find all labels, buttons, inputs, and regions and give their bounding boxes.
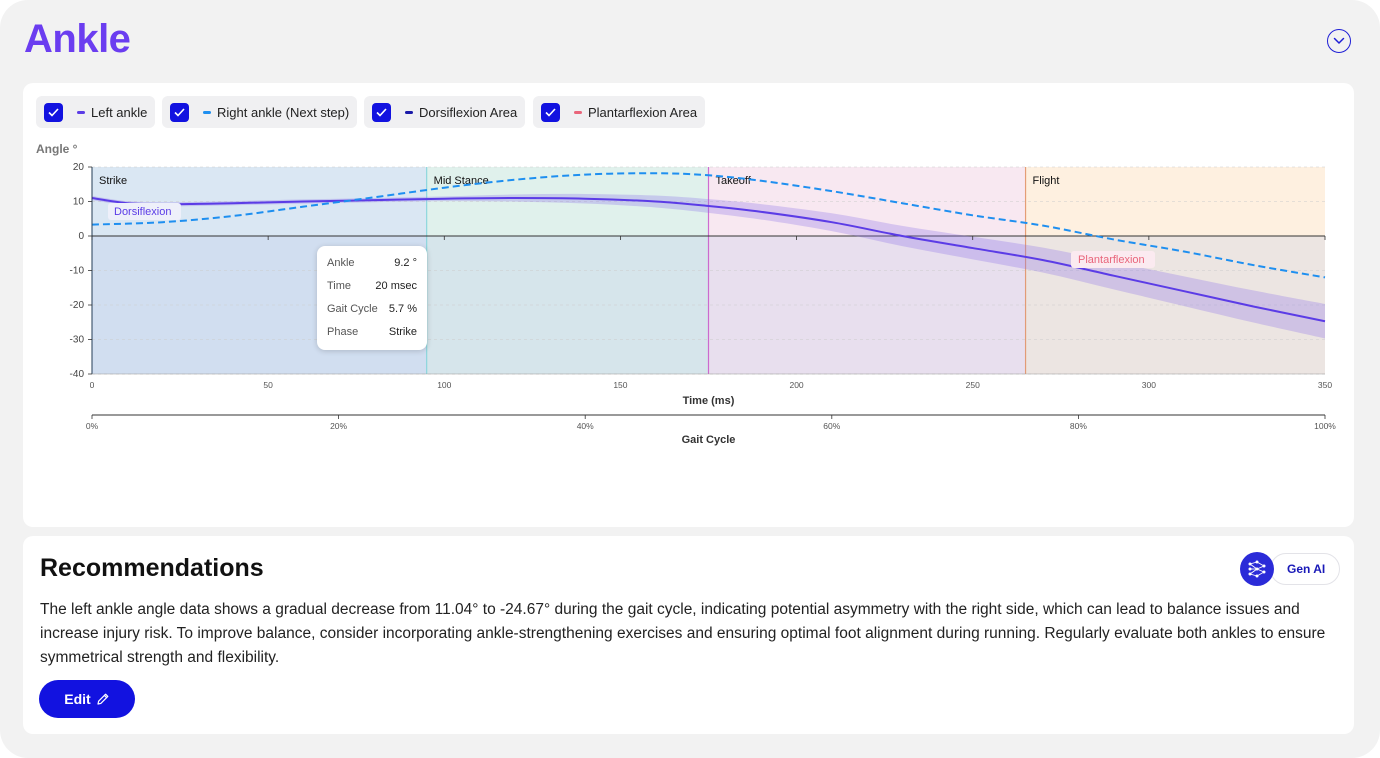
- tooltip-value: 20 msec: [375, 280, 417, 292]
- tooltip-row: Time 20 msec: [327, 280, 417, 292]
- neural-network-icon[interactable]: [1240, 552, 1274, 586]
- legend-plantarflexion-area[interactable]: Plantarflexion Area: [533, 96, 706, 128]
- legend-swatch: [203, 110, 211, 114]
- tooltip-row: Gait Cycle 5.7 %: [327, 303, 417, 315]
- legend-label: Left ankle: [91, 104, 148, 120]
- checkbox-checked-icon[interactable]: [541, 102, 560, 122]
- pencil-icon: [97, 693, 109, 705]
- y-tick-label: 20: [73, 162, 85, 173]
- tooltip-value: 9.2 °: [394, 257, 417, 269]
- recommendations-card: Recommendations Gen AI The: [23, 536, 1354, 734]
- checkbox-checked-icon[interactable]: [170, 102, 189, 122]
- phase-label: Mid Stance: [434, 175, 489, 187]
- x-tick-label: 50: [263, 380, 273, 390]
- y-tick-label: -10: [70, 266, 85, 277]
- phase-label: Strike: [99, 175, 127, 187]
- gait-tick-label: 0%: [86, 421, 99, 431]
- chart-card: Left ankle Right ankle (Next step) Dorsi…: [23, 83, 1354, 527]
- y-tick-label: 0: [78, 231, 84, 242]
- checkbox-checked-icon[interactable]: [372, 102, 391, 122]
- legend-label: Dorsiflexion Area: [419, 104, 518, 120]
- x-tick-label: 300: [1142, 380, 1156, 390]
- page-title: Ankle: [24, 17, 131, 61]
- collapse-button[interactable]: [1327, 29, 1351, 53]
- legend-swatch: [405, 110, 413, 114]
- phase-label: Flight: [1033, 175, 1060, 187]
- y-tick-label: 10: [73, 197, 85, 208]
- recommendations-text: The left ankle angle data shows a gradua…: [40, 601, 1326, 666]
- tooltip-label: Gait Cycle: [327, 303, 378, 315]
- gait-axis-title: Gait Cycle: [682, 434, 736, 446]
- left-ankle-line: [91, 197, 1326, 323]
- gen-ai-control[interactable]: Gen AI: [1240, 552, 1341, 586]
- x-axis-title: Time (ms): [683, 395, 735, 407]
- legend-right-ankle[interactable]: Right ankle (Next step): [162, 96, 358, 128]
- x-tick-label: 0: [90, 380, 95, 390]
- y-axis-title: Angle °: [36, 142, 78, 156]
- legend-left-ankle[interactable]: Left ankle: [36, 96, 156, 128]
- dorsiflexion-label: Dorsiflexion: [114, 206, 171, 218]
- gen-ai-button[interactable]: Gen AI: [1270, 553, 1341, 585]
- tooltip-row: Ankle 9.2 °: [327, 257, 417, 269]
- chart-tooltip: Ankle 9.2 ° Time 20 msec Gait Cycle 5.7 …: [317, 246, 427, 350]
- chevron-down-icon: [1333, 37, 1345, 45]
- tooltip-row: Phase Strike: [327, 326, 417, 338]
- tooltip-label: Phase: [327, 326, 359, 338]
- gait-tick-label: 40%: [577, 421, 594, 431]
- x-tick-label: 200: [789, 380, 803, 390]
- gait-tick-label: 60%: [823, 421, 840, 431]
- gait-tick-label: 100%: [1314, 421, 1336, 431]
- x-tick-label: 350: [1318, 380, 1332, 390]
- right-ankle-line: [91, 172, 1326, 279]
- gait-tick-label: 20%: [330, 421, 347, 431]
- legend-swatch: [574, 110, 582, 114]
- y-tick-label: -40: [70, 369, 85, 380]
- edit-label: Edit: [64, 691, 91, 707]
- tooltip-value: 5.7 %: [388, 303, 417, 315]
- tooltip-label: Ankle: [327, 257, 355, 269]
- y-tick-label: -30: [70, 335, 85, 346]
- recommendations-title: Recommendations: [40, 554, 264, 582]
- ankle-angle-chart[interactable]: Strike Mid Stance Takeoff Flight20100-10-20…: [23, 83, 1354, 527]
- plantarflexion-label: Plantarflexion: [1078, 254, 1145, 266]
- legend-swatch: [77, 110, 85, 114]
- gait-tick-label: 80%: [1070, 421, 1087, 431]
- checkbox-checked-icon[interactable]: [44, 102, 63, 122]
- y-tick-label: -20: [70, 300, 85, 311]
- legend-label: Plantarflexion Area: [588, 104, 698, 120]
- x-tick-label: 150: [613, 380, 627, 390]
- legend-label: Right ankle (Next step): [217, 104, 350, 120]
- plantarflexion-label-bg: [1071, 251, 1155, 268]
- x-tick-label: 250: [966, 380, 980, 390]
- tooltip-value: Strike: [388, 326, 417, 338]
- tooltip-label: Time: [327, 280, 352, 292]
- legend-dorsiflexion-area[interactable]: Dorsiflexion Area: [364, 96, 526, 128]
- dorsiflexion-label-bg: [108, 203, 181, 220]
- x-tick-label: 100: [437, 380, 451, 390]
- edit-button[interactable]: Edit: [39, 680, 135, 718]
